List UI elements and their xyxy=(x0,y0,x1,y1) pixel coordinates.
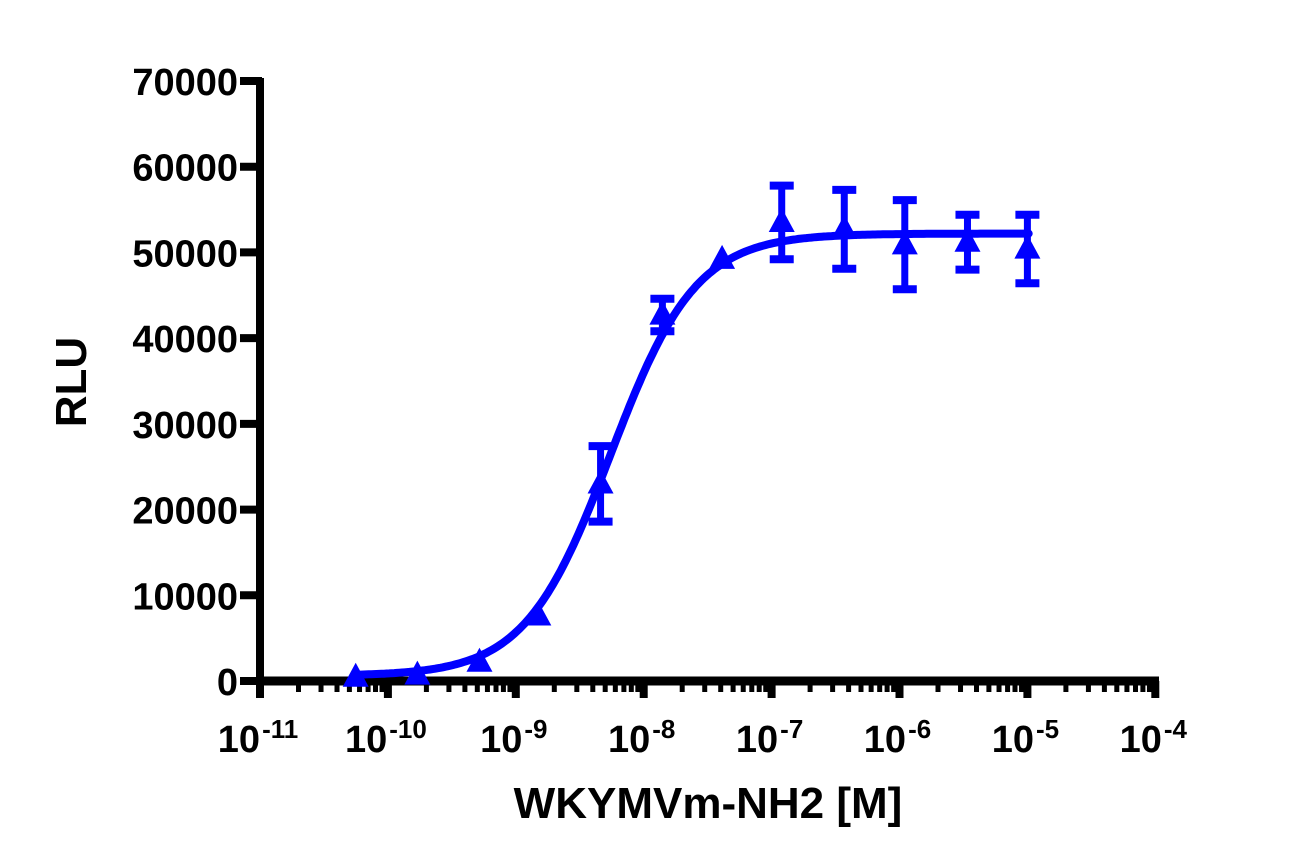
y-tick-label: 20000 xyxy=(132,491,238,533)
x-tick-label: 10-6 xyxy=(864,714,931,761)
y-tick-label: 10000 xyxy=(132,576,238,618)
triangle-marker xyxy=(525,601,552,626)
triangle-marker xyxy=(831,214,858,239)
x-axis-title: WKYMVm-NH2 [M] xyxy=(514,779,903,828)
y-tick-label: 50000 xyxy=(132,233,238,275)
fit-curve xyxy=(351,229,1033,679)
triangle-marker xyxy=(649,300,676,325)
triangle-marker xyxy=(954,227,981,252)
triangle-marker xyxy=(1014,234,1041,259)
x-tick-label: 10-11 xyxy=(218,714,298,761)
triangle-marker xyxy=(404,660,431,685)
triangle-marker xyxy=(587,469,614,494)
y-tick-label: 30000 xyxy=(132,405,238,447)
triangle-marker xyxy=(891,230,918,255)
x-tick-label: 10-8 xyxy=(608,714,675,761)
x-tick-label: 10-9 xyxy=(480,714,547,761)
data-markers xyxy=(342,208,1041,687)
x-tick-label: 10-7 xyxy=(736,714,803,761)
x-axis-tick-labels: 10-11 10-10 10-9 10-8 10-7 10-6 10-5 10-4 xyxy=(218,714,1188,761)
y-tick-label: 0 xyxy=(217,662,238,704)
y-tick-label: 60000 xyxy=(132,148,238,190)
triangle-marker xyxy=(768,208,795,233)
y-axis-tick-labels: 0 10000 20000 30000 40000 50000 60000 70000 xyxy=(132,62,238,704)
y-tick-label: 70000 xyxy=(132,62,238,104)
triangle-marker xyxy=(466,647,493,672)
y-axis-title: RLU xyxy=(47,337,96,427)
triangle-marker xyxy=(342,662,369,687)
x-tick-label: 10-5 xyxy=(992,714,1059,761)
x-tick-label: 10-4 xyxy=(1120,714,1188,761)
x-tick-label: 10-10 xyxy=(345,714,427,761)
y-tick-label: 40000 xyxy=(132,319,238,361)
triangle-marker xyxy=(709,244,736,269)
